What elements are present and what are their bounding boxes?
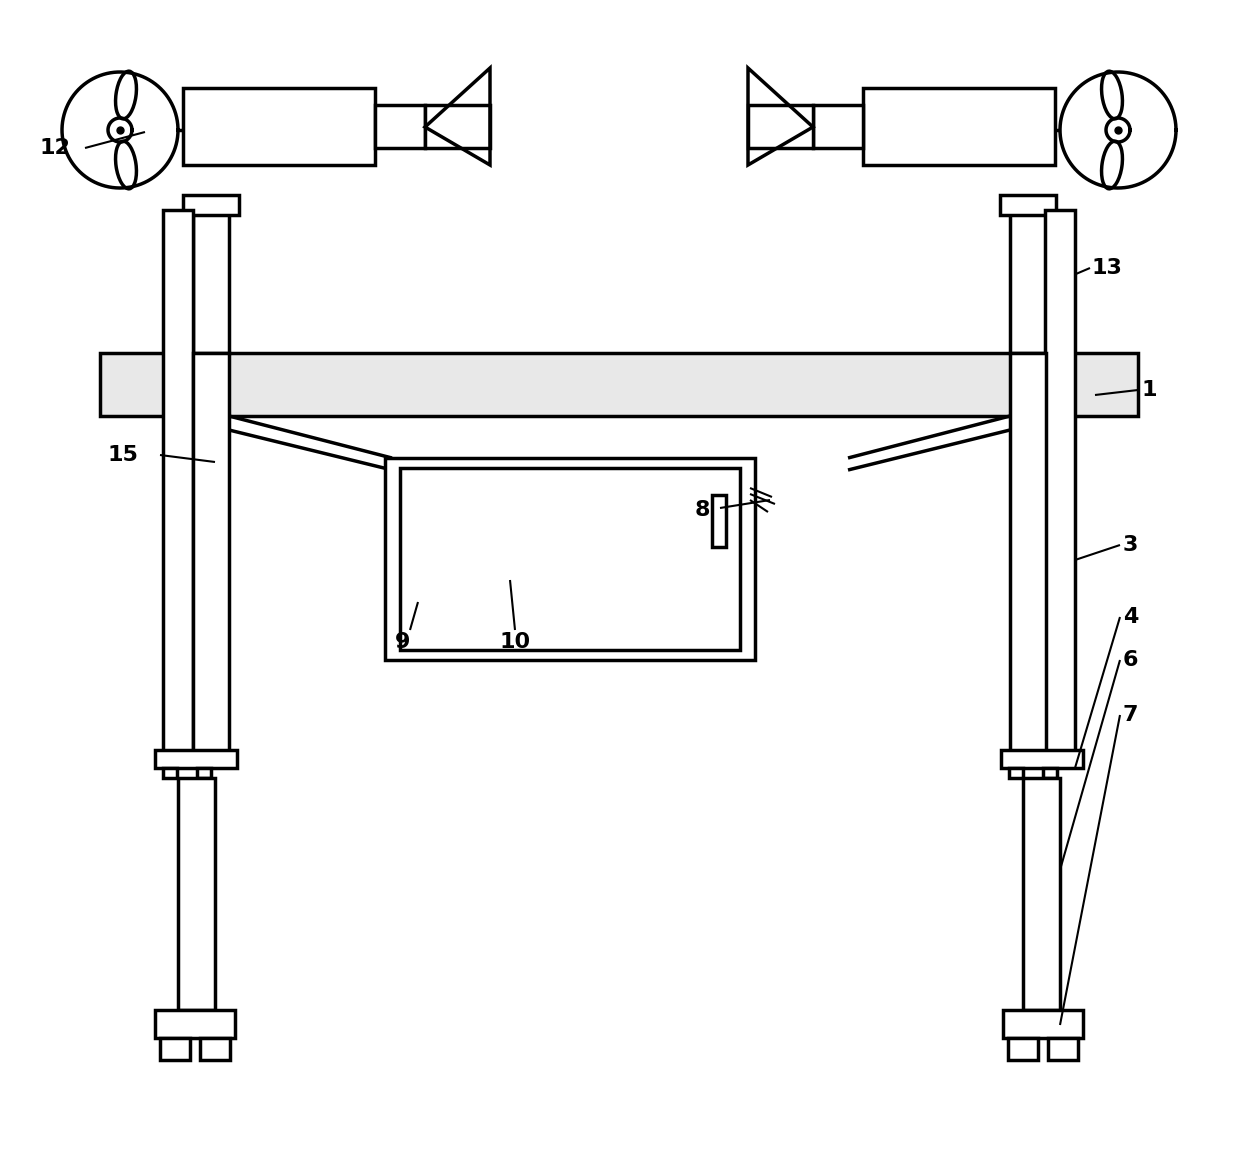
Bar <box>200 1038 229 1059</box>
Bar <box>1011 353 1047 755</box>
Bar <box>999 195 1056 214</box>
Bar <box>1045 210 1075 755</box>
Bar <box>184 88 374 165</box>
Text: 10: 10 <box>500 632 531 652</box>
Bar <box>813 105 863 148</box>
Bar <box>1023 778 1060 1010</box>
Bar <box>155 1010 236 1038</box>
Bar <box>179 778 215 1010</box>
Bar <box>748 105 813 148</box>
Text: 9: 9 <box>396 632 410 652</box>
Bar <box>160 1038 190 1059</box>
Text: 7: 7 <box>1123 706 1138 725</box>
Bar <box>1003 1010 1083 1038</box>
Bar <box>1008 1038 1038 1059</box>
Bar <box>1009 768 1023 778</box>
Bar <box>712 495 725 547</box>
Bar <box>193 353 229 755</box>
Bar <box>197 768 211 778</box>
Text: 3: 3 <box>1123 534 1138 556</box>
Bar <box>384 458 755 660</box>
Bar <box>1011 210 1047 353</box>
Bar <box>184 195 239 214</box>
Bar <box>1043 768 1056 778</box>
Bar <box>162 768 177 778</box>
Text: 15: 15 <box>108 445 139 465</box>
Bar <box>155 750 237 768</box>
Bar <box>374 105 425 148</box>
Bar <box>863 88 1055 165</box>
Text: 4: 4 <box>1123 607 1138 627</box>
Text: 8: 8 <box>694 500 711 520</box>
Text: 13: 13 <box>1092 258 1123 278</box>
Bar <box>1001 750 1083 768</box>
Bar <box>1048 1038 1078 1059</box>
Bar <box>162 210 193 755</box>
Text: 1: 1 <box>1142 380 1157 400</box>
Bar <box>425 105 490 148</box>
Text: 12: 12 <box>40 138 71 158</box>
Bar <box>100 353 1138 416</box>
Text: 6: 6 <box>1123 650 1138 670</box>
Bar <box>401 468 740 650</box>
Bar <box>193 210 229 353</box>
